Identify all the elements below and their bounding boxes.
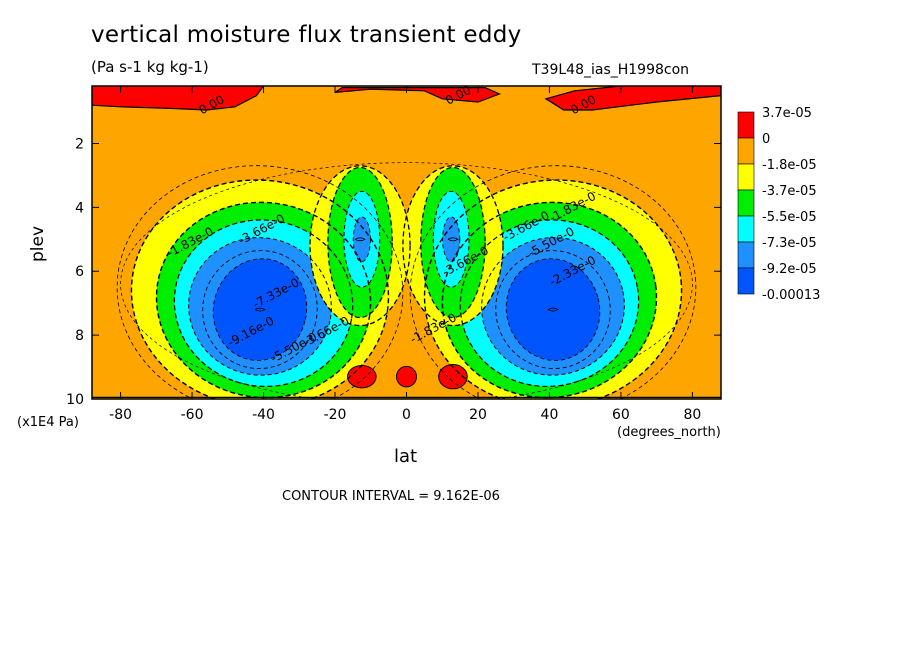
legend-swatch-2 xyxy=(737,163,755,191)
minimum-marker-2 xyxy=(354,237,366,242)
legend-swatch-3 xyxy=(737,189,755,217)
top-center-positive xyxy=(335,87,500,102)
north-tropical-core xyxy=(442,216,460,262)
south-contour-outer xyxy=(116,165,404,399)
legend-label-4: -5.5e-05 xyxy=(762,210,817,225)
color-legend: 3.7e-05 0 -1.8e-05 -3.7e-05 -5.5e-05 -7.3e-05… xyxy=(737,106,820,303)
top-left-positive-outline xyxy=(92,86,265,111)
south-tropical-contour-3 xyxy=(343,190,381,288)
x-tick-label-80: 80 xyxy=(683,407,701,423)
north-tropical-contour-1 xyxy=(402,165,504,327)
minimum-marker-0 xyxy=(254,307,266,312)
y-tick-label-2: 2 xyxy=(75,136,84,152)
south-tropical-contour-2 xyxy=(327,166,393,319)
contour-fills xyxy=(92,86,721,399)
south-contour-2 xyxy=(155,201,372,399)
x-tick-label-20: 20 xyxy=(469,407,487,423)
south-contour-3 xyxy=(173,219,354,388)
south-contour-4 xyxy=(188,237,332,376)
legend-label-2: -1.8e-05 xyxy=(762,158,817,173)
chart-title: vertical moisture flux transient eddy xyxy=(91,22,522,48)
legend-swatch-5 xyxy=(737,241,755,269)
bottom-positive-left xyxy=(347,365,377,388)
legend-label-7: -0.00013 xyxy=(762,288,820,303)
north-lobe-core xyxy=(506,258,600,361)
y-axis-label: plev xyxy=(28,225,48,262)
south-tropical-core xyxy=(353,216,371,262)
north-contour-4 xyxy=(481,237,625,376)
north-contour-1 xyxy=(423,179,683,399)
x-tick-label--40: -40 xyxy=(252,407,275,423)
south-contour-5 xyxy=(202,250,318,370)
top-right-positive-outline xyxy=(544,86,721,111)
legend-label-0: 3.7e-05 xyxy=(762,106,812,121)
north-contour-6 xyxy=(505,258,601,361)
contour-interval: CONTOUR INTERVAL = 9.162E-06 xyxy=(282,489,500,504)
y-tick-label-6: 6 xyxy=(75,264,84,280)
y-tick-label-10: 10 xyxy=(66,392,84,408)
legend-swatch-1 xyxy=(737,137,755,165)
north-tropical-contour-4 xyxy=(442,216,461,263)
bottom-positive-center-outline xyxy=(395,365,418,388)
north-contour-2 xyxy=(441,201,658,399)
legend-label-1: 0 xyxy=(762,132,770,147)
y-axis-units: (x1E4 Pa) xyxy=(17,415,79,430)
legend-label-3: -3.7e-05 xyxy=(762,184,817,199)
top-left-positive xyxy=(92,86,264,110)
x-axis-units: (degrees_north) xyxy=(617,425,721,440)
north-contour-3 xyxy=(459,219,640,388)
minimum-marker-1 xyxy=(547,307,559,312)
legend-swatch-4 xyxy=(737,215,755,243)
top-right-positive xyxy=(545,86,721,110)
y-tick-label-8: 8 xyxy=(75,328,84,344)
top-center-positive-outline xyxy=(334,87,501,103)
north-tropical-contour-2 xyxy=(420,166,486,319)
south-tropical-contour-1 xyxy=(309,165,411,327)
south-lobe-core xyxy=(213,258,307,361)
x-tick-label-0: 0 xyxy=(402,407,411,423)
legend-swatch-0 xyxy=(737,111,755,139)
x-tick-label-60: 60 xyxy=(612,407,630,423)
contour-lines xyxy=(92,86,721,399)
chart-units: (Pa s-1 kg kg-1) xyxy=(91,58,209,76)
north-tropical-contour-3 xyxy=(432,190,470,288)
minimum-marker-3 xyxy=(447,237,459,242)
north-contour-5 xyxy=(495,250,611,370)
south-tropical-contour-4 xyxy=(352,216,371,263)
x-axis: -80 -60 -40 -20 0 20 40 60 80 xyxy=(109,86,701,423)
envelope-contour xyxy=(120,162,693,399)
y-axis: 2 4 6 8 10 xyxy=(66,136,721,408)
dataset-name: T39L48_ias_H1998con xyxy=(532,62,690,78)
x-tick-label--60: -60 xyxy=(181,407,204,423)
bottom-positive-center xyxy=(396,366,417,387)
legend-swatch-6 xyxy=(737,267,755,295)
x-tick-label--80: -80 xyxy=(109,407,132,423)
bottom-positive-left-outline xyxy=(347,364,377,389)
x-tick-label-40: 40 xyxy=(541,407,559,423)
legend-label-6: -9.2e-05 xyxy=(762,262,817,277)
bottom-positive-right-outline xyxy=(438,364,468,390)
x-axis-label: lat xyxy=(394,446,418,467)
south-contour-6 xyxy=(212,258,308,361)
legend-label-5: -7.3e-05 xyxy=(762,236,817,251)
x-tick-label--20: -20 xyxy=(324,407,347,423)
bottom-positive-right xyxy=(438,364,468,389)
y-tick-label-4: 4 xyxy=(75,200,84,216)
north-contour-outer xyxy=(409,165,697,399)
south-contour-1 xyxy=(130,179,390,399)
